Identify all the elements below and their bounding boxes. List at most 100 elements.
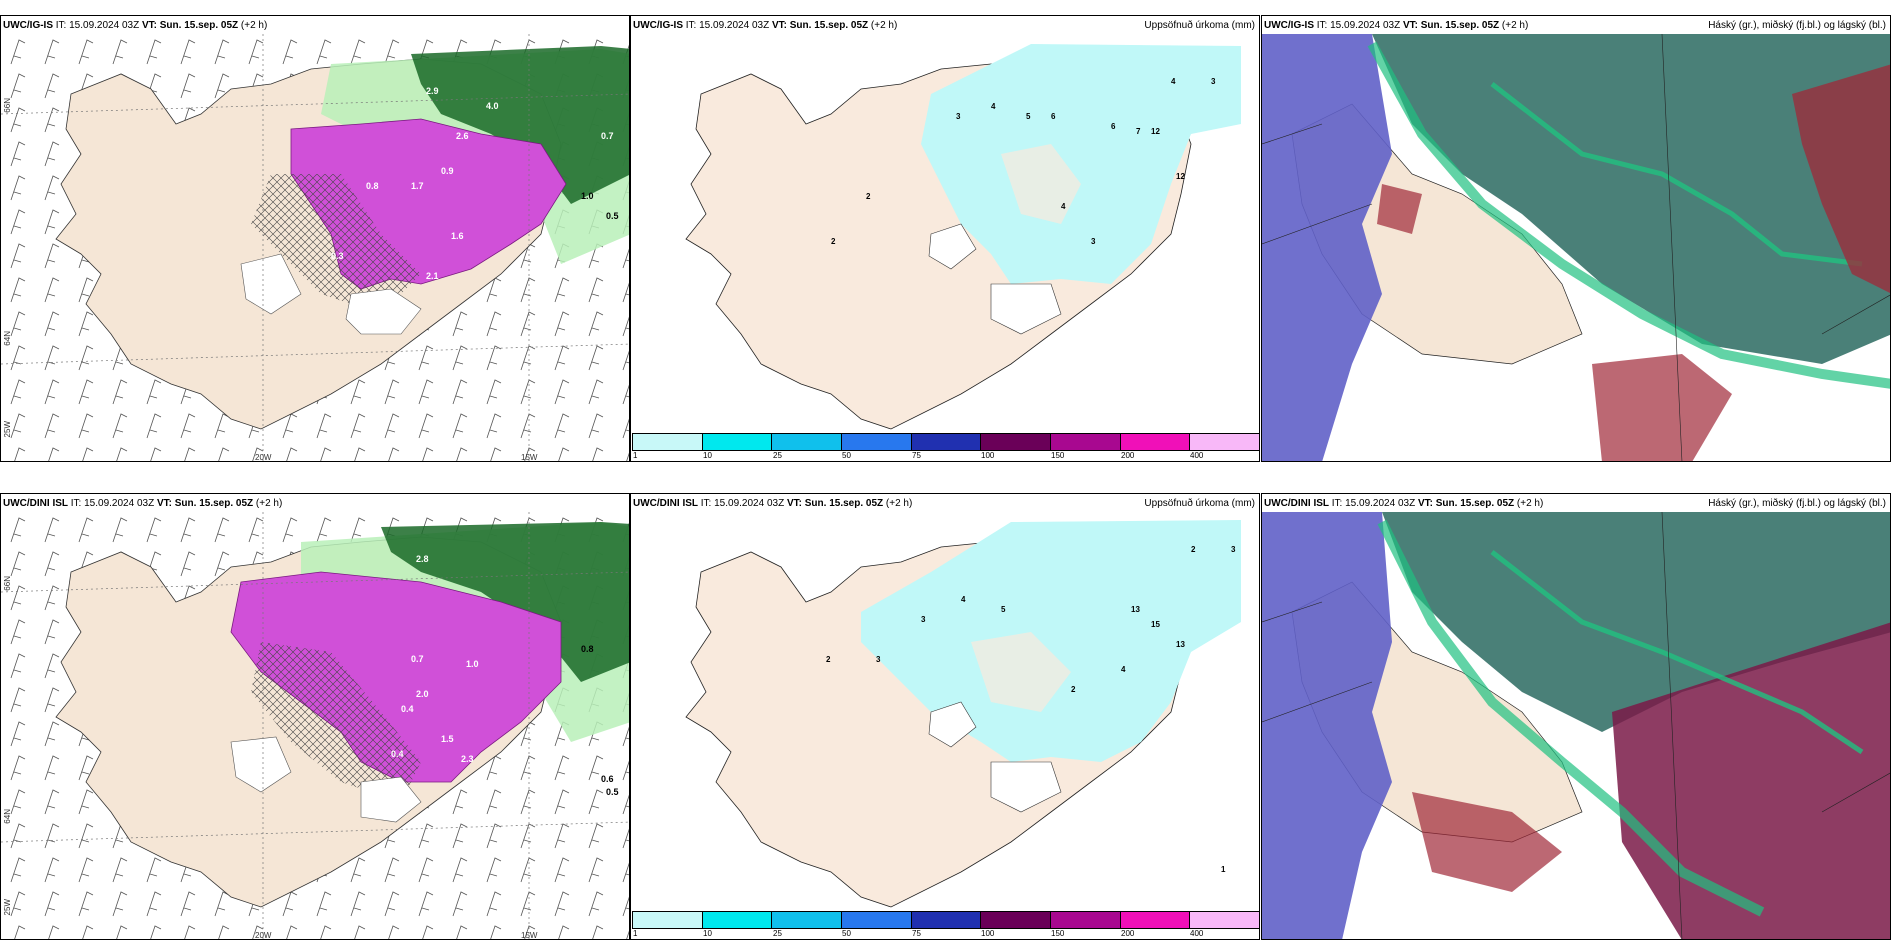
accum-precip-map: 2 2 3 4 5 6 12 7 6 4 3 12 1 4 3 [631,34,1259,461]
svg-text:2: 2 [1071,685,1076,694]
svg-text:13: 13 [1176,640,1185,649]
precip-values: 2.0 1.5 0.7 0.4 2.3 1.0 0.8 0.6 0.5 2.8 … [391,554,619,797]
svg-text:0.5: 0.5 [606,211,619,221]
svg-text:0.8: 0.8 [366,181,379,191]
panel-header: UWC/DINI ISL IT: 15.09.2024 03Z VT: Sun.… [1264,498,1544,509]
svg-text:7: 7 [1136,127,1141,136]
low-cloud-blue [1262,512,1392,939]
colorbar-bin [702,912,773,928]
svg-text:2.6: 2.6 [456,131,469,141]
colorbar-bin [1190,434,1259,450]
map-panel-wind-precip-igis: UWC/IG-IS IT: 15.09.2024 03Z VT: Sun. 15… [0,15,630,462]
snow-white-area [240,253,302,315]
panel-field-title: Uppsöfnuð úrkoma (mm) [1144,20,1255,31]
svg-text:4.0: 4.0 [486,101,499,111]
panel-header: UWC/DINI ISL IT: 15.09.2024 03Z VT: Sun.… [3,498,283,509]
high-cloud-gray [1372,34,1890,364]
wind-precip-map: 2.0 1.5 0.7 0.4 2.3 1.0 0.8 0.6 0.5 2.8 … [1,512,629,939]
cloud-cover-map [1262,34,1890,461]
svg-text:2: 2 [826,655,831,664]
colorbar-bin [911,434,982,450]
colorbar-bin [911,912,982,928]
svg-text:0.6: 0.6 [601,774,614,784]
cloud-cover-map [1262,512,1890,939]
svg-text:4: 4 [1121,665,1126,674]
hatched-area [251,642,421,802]
colorbar-bin [772,912,843,928]
colorbar-bin [1190,912,1259,928]
panel-field-title: Háský (gr.), miðský (fj.bl.) og lágský (… [1708,20,1886,31]
map-panel-accum-precip-dini: UWC/DINI ISL IT: 15.09.2024 03Z VT: Sun.… [630,493,1260,940]
lon-label-20w: 20W [255,931,272,940]
map-panel-clouds-igis: UWC/IG-IS IT: 15.09.2024 03Z VT: Sun. 15… [1261,15,1891,462]
red-cloud-area [1612,622,1890,939]
svg-text:0.4: 0.4 [391,749,404,759]
colorbar-bin [842,912,912,928]
svg-text:2: 2 [831,237,836,246]
svg-text:4: 4 [991,102,996,111]
svg-text:4: 4 [1061,202,1066,211]
svg-text:0.9: 0.9 [441,166,454,176]
svg-text:2: 2 [866,192,871,201]
svg-text:0.7: 0.7 [411,654,424,664]
panel-field-title: Uppsöfnuð úrkoma (mm) [1144,498,1255,509]
lat-label-64n: 64N [3,331,12,346]
svg-text:4: 4 [1171,77,1176,86]
map-panel-accum-precip-igis: UWC/IG-IS IT: 15.09.2024 03Z VT: Sun. 15… [630,15,1260,462]
svg-text:5: 5 [1026,112,1031,121]
lat-label-66n: 66N [3,576,12,591]
map-panel-wind-precip-dini: UWC/DINI ISL IT: 15.09.2024 03Z VT: Sun.… [0,493,630,940]
panel-header: UWC/IG-IS IT: 15.09.2024 03Z VT: Sun. 15… [633,20,898,31]
precip-colorbar [632,911,1259,929]
dark-green-precip-area [381,522,629,682]
svg-text:0.5: 0.5 [606,787,619,797]
svg-text:12: 12 [1176,172,1185,181]
svg-text:2.9: 2.9 [426,86,439,96]
hatched-area [251,174,421,314]
panel-field-title: Háský (gr.), miðský (fj.bl.) og lágský (… [1708,498,1886,509]
colorbar-bin [772,434,843,450]
colorbar-bin [1120,912,1191,928]
svg-text:1.0: 1.0 [466,659,479,669]
svg-text:3: 3 [956,112,961,121]
colorbar-bin [981,434,1052,450]
map-panel-clouds-dini: UWC/DINI ISL IT: 15.09.2024 03Z VT: Sun.… [1261,493,1891,940]
precip-values: 2 3 3 4 5 13 15 13 2 4 1 2 3 [826,545,1236,874]
lon-label-20w: 20W [255,453,272,462]
cyan-precip-area [861,520,1241,762]
mid-cloud-green [1377,519,1765,917]
svg-text:0.8: 0.8 [581,644,594,654]
colorbar-labels: 1 10 25 50 75 100 150 200 400 [633,451,1204,460]
svg-text:0.7: 0.7 [601,131,614,141]
svg-text:1.0: 1.0 [581,191,594,201]
svg-text:1.6: 1.6 [451,231,464,241]
svg-text:3: 3 [921,615,926,624]
panel-header: UWC/IG-IS IT: 15.09.2024 03Z VT: Sun. 15… [3,20,268,31]
colorbar-bin [1051,434,1121,450]
svg-text:1.5: 1.5 [441,734,454,744]
svg-text:2.3: 2.3 [461,754,474,764]
colorbar-bin [1051,912,1121,928]
svg-text:3: 3 [1231,545,1236,554]
accum-precip-map: 2 3 3 4 5 13 15 13 2 4 1 2 3 [631,512,1259,939]
svg-text:12: 12 [1151,127,1160,136]
svg-text:13: 13 [1131,605,1140,614]
precip-colorbar [632,433,1259,451]
low-cloud-blue [1262,34,1392,461]
colorbar-bin [981,912,1052,928]
svg-text:2.0: 2.0 [416,689,429,699]
cyan-precip-area [921,44,1241,284]
red-cloud-area [1792,64,1890,293]
svg-text:1.7: 1.7 [411,181,424,191]
svg-text:4: 4 [961,595,966,604]
svg-text:0.3: 0.3 [331,251,344,261]
lon-label-15w: 15W [521,453,538,462]
lon-label-15w: 15W [521,931,538,940]
colorbar-bin [702,434,773,450]
dark-green-precip-area [411,46,629,204]
colorbar-bin [633,434,703,450]
svg-text:5: 5 [1001,605,1006,614]
colorbar-bin [633,912,703,928]
lon-label-25w: 25W [3,899,12,916]
svg-text:3: 3 [1091,237,1096,246]
